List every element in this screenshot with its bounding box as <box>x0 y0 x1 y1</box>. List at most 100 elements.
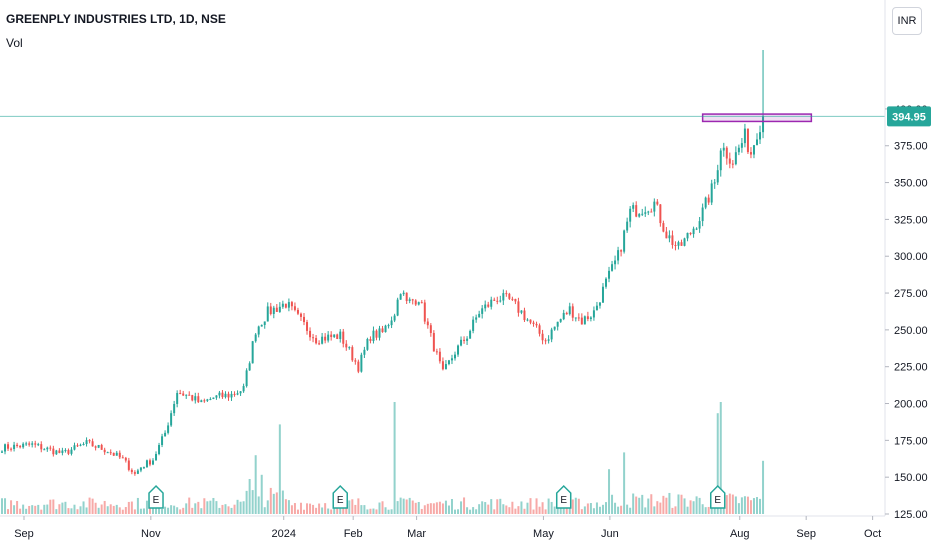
candle <box>339 329 342 343</box>
candle-body <box>544 340 547 342</box>
candle-body <box>469 330 472 339</box>
currency-button[interactable]: INR <box>892 7 922 35</box>
candle-body <box>390 320 393 326</box>
y-tick-label: 125.00 <box>894 509 928 521</box>
volume-bar <box>239 501 242 514</box>
candle <box>381 325 384 333</box>
y-tick: 150.00 <box>885 472 928 484</box>
candle <box>478 310 481 318</box>
y-tick: 125.00 <box>885 509 928 521</box>
candle-body <box>460 339 463 346</box>
volume-bar <box>293 503 296 514</box>
candle <box>632 202 635 213</box>
candle-body <box>759 132 762 140</box>
volume-bar <box>644 507 647 514</box>
candle-body <box>562 312 565 320</box>
candle-body <box>595 305 598 311</box>
candle-body <box>339 331 342 339</box>
volume-indicator-label[interactable]: Vol <box>6 36 23 50</box>
candle-body <box>441 361 444 370</box>
candle-body <box>692 228 695 235</box>
volume-bar <box>626 504 629 514</box>
candle <box>269 302 272 316</box>
volume-bar <box>731 494 734 514</box>
candle <box>393 313 396 323</box>
candle <box>10 447 13 452</box>
candle <box>589 316 592 322</box>
candle <box>188 391 191 396</box>
candle-body <box>61 450 64 453</box>
candle-body <box>487 304 490 307</box>
candle-body <box>103 449 106 453</box>
candle-body <box>463 339 466 341</box>
candle <box>127 457 130 472</box>
last-price-label: 394.95 <box>892 111 926 123</box>
candle-body <box>598 302 601 306</box>
candle <box>13 441 16 452</box>
candle-body <box>173 403 176 414</box>
volume-bar <box>321 507 324 514</box>
candle-body <box>185 394 188 396</box>
volume-bar <box>505 505 508 514</box>
candle-body <box>127 460 130 470</box>
candle-body <box>478 313 481 318</box>
candle <box>526 318 529 322</box>
volume-bar <box>76 509 79 514</box>
candle <box>562 309 565 321</box>
candle-body <box>571 306 574 318</box>
volume-bar <box>535 498 538 514</box>
candle <box>677 240 680 250</box>
x-tick: Nov <box>141 516 161 540</box>
volume-bar <box>752 498 755 514</box>
volume-bar <box>378 502 381 514</box>
volume-bar <box>598 506 601 514</box>
candle-body <box>369 339 372 341</box>
candle-body <box>580 317 583 325</box>
volume-bar <box>236 499 239 514</box>
candle-body <box>152 460 154 465</box>
candle-body <box>28 443 31 445</box>
candle-body <box>197 396 200 403</box>
candle-body <box>176 392 179 404</box>
candle-body <box>514 298 517 302</box>
candle-body <box>680 242 683 246</box>
candle <box>121 455 124 459</box>
volume-bar <box>547 498 550 514</box>
y-tick: 175.00 <box>885 435 928 447</box>
candle-body <box>426 321 429 326</box>
candle <box>106 451 109 454</box>
candle-body <box>118 452 121 458</box>
candle <box>469 329 472 339</box>
volume-bar <box>139 508 142 514</box>
volume-bar <box>218 507 221 514</box>
candle-body <box>457 345 460 355</box>
volume-bar <box>106 506 109 514</box>
candle-body <box>695 228 698 230</box>
volume-bar <box>414 502 417 514</box>
volume-bar <box>402 498 405 514</box>
volume-bar <box>408 497 411 514</box>
candle <box>414 299 417 306</box>
candle <box>472 316 475 334</box>
candle-body <box>85 440 88 444</box>
volume-bar <box>592 508 595 514</box>
candle <box>303 312 305 326</box>
candle-body <box>698 221 701 229</box>
candle-body <box>408 299 411 301</box>
candle-body <box>435 351 438 353</box>
candle <box>493 297 496 301</box>
candle <box>360 352 363 373</box>
candle-body <box>309 330 312 338</box>
x-tick: Sep <box>14 516 34 540</box>
candle <box>737 144 740 156</box>
candle-body <box>215 395 218 398</box>
volume-bar <box>115 504 118 514</box>
candle <box>218 390 221 399</box>
candle-body <box>728 158 731 164</box>
candle <box>115 450 118 456</box>
volume-bar <box>641 494 644 514</box>
candle-body <box>155 454 158 461</box>
volume-bar <box>266 500 269 514</box>
